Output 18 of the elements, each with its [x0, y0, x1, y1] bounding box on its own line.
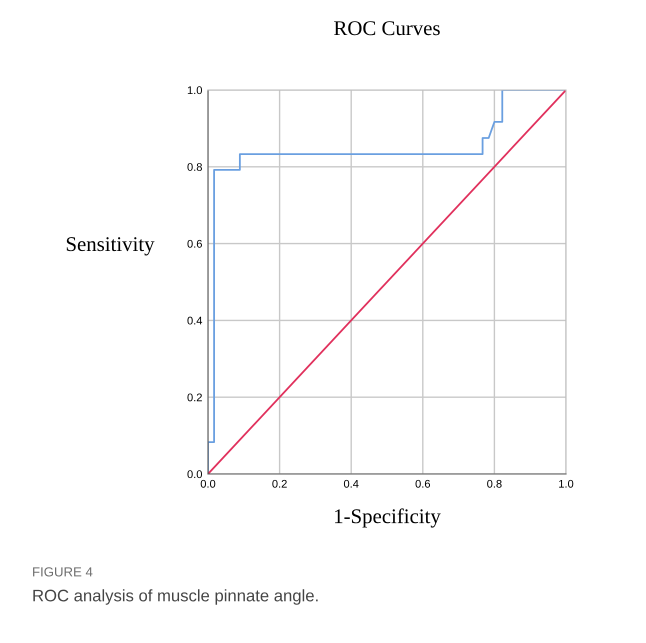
caption: FIGURE 4	[33, 567, 92, 577]
x-tick-label: 0.6	[416, 480, 430, 488]
x-tick-label: 0.4	[344, 480, 359, 488]
chart-title: ROC Curves	[334, 21, 440, 36]
x-axis-title: 1-Specificity	[335, 508, 441, 528]
y-tick-label: 0.4	[187, 316, 202, 325]
line-series	[208, 90, 566, 474]
y-axis-title: Sensitivity	[66, 237, 154, 256]
text: ROC analysis of muscle pinnate angle.	[33, 589, 318, 605]
x-tick-label: 0.0	[200, 480, 216, 488]
x-tick-label: 0.2	[272, 480, 287, 488]
y-tick-label: 0.0	[187, 470, 202, 478]
x-tick-label: 1.0	[559, 480, 574, 488]
y-tick-label: 0.6	[187, 240, 202, 248]
y-tick-label: 0.8	[187, 163, 202, 171]
x-tick-label: 0.8	[487, 480, 502, 488]
y-tick-label: 1.0	[188, 86, 202, 94]
y-tick-label: 0.2	[187, 393, 202, 402]
